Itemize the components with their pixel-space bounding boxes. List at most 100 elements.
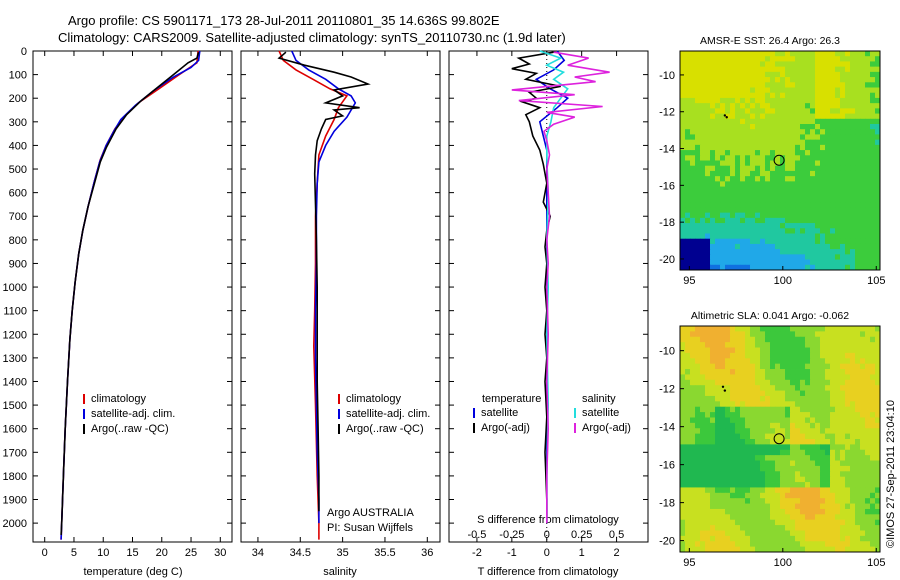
map-cell xyxy=(785,212,791,219)
map-cell xyxy=(730,233,736,240)
map-cell xyxy=(775,212,781,219)
map-cell xyxy=(680,243,686,250)
map-cell xyxy=(815,202,821,208)
map-cell xyxy=(810,113,816,120)
map-cell xyxy=(810,197,816,203)
map-cell xyxy=(710,363,716,370)
map-cell xyxy=(715,417,721,424)
map-cell xyxy=(685,155,691,161)
map-cell xyxy=(755,503,761,510)
map-cell xyxy=(805,144,811,151)
map-cell xyxy=(745,124,751,130)
map-cell xyxy=(730,186,736,193)
map-cell xyxy=(745,449,751,456)
map-cell xyxy=(810,51,816,57)
sst-map-frame xyxy=(679,50,881,271)
map-cell xyxy=(695,97,701,104)
map-cell xyxy=(770,144,776,151)
map-cell xyxy=(800,202,806,208)
map-cell xyxy=(690,212,696,219)
map-cell xyxy=(740,249,746,255)
map-cell xyxy=(860,207,866,214)
map-cell xyxy=(760,144,766,151)
map-cell xyxy=(765,385,771,391)
map-cell xyxy=(780,352,786,359)
map-cell xyxy=(875,82,881,88)
map-cell xyxy=(750,66,756,73)
map-cell xyxy=(735,82,741,88)
map-cell xyxy=(730,155,736,161)
map-cell xyxy=(845,465,851,472)
map-cell xyxy=(700,238,706,245)
map-cell xyxy=(760,541,766,548)
map-cell xyxy=(760,471,766,478)
map-cell xyxy=(865,139,871,146)
map-cell xyxy=(790,390,796,397)
map-cell xyxy=(850,406,856,413)
map-cell xyxy=(745,326,751,332)
map-cell xyxy=(845,108,851,114)
map-cell xyxy=(760,465,766,472)
map-cell xyxy=(775,390,781,397)
map-cell xyxy=(835,363,841,370)
map-cell xyxy=(815,197,821,203)
map-cell xyxy=(725,264,731,271)
map-cell xyxy=(810,170,816,177)
map-cell xyxy=(795,259,801,266)
map-cell xyxy=(850,498,856,504)
map-cell xyxy=(875,379,881,386)
map-cell xyxy=(715,336,721,343)
map-cell xyxy=(840,395,846,402)
map-cell xyxy=(780,412,786,418)
map-cell xyxy=(715,254,721,260)
map-cell xyxy=(835,77,841,83)
map-cell xyxy=(710,514,716,521)
map-cell xyxy=(820,535,826,542)
map-cell xyxy=(835,455,841,461)
map-cell xyxy=(695,129,701,135)
series-s-satellite xyxy=(539,50,569,524)
series-climatology xyxy=(60,50,199,540)
map-cell xyxy=(720,433,726,440)
map-cell xyxy=(855,541,861,548)
map-cell xyxy=(765,417,771,424)
map-cell xyxy=(825,144,831,151)
map-cell xyxy=(785,77,791,83)
map-cell xyxy=(725,56,731,62)
map-cell xyxy=(865,444,871,451)
map-cell xyxy=(775,482,781,488)
map-cell xyxy=(785,363,791,370)
map-cell xyxy=(860,439,866,445)
map-cell xyxy=(720,498,726,504)
map-cell xyxy=(755,476,761,483)
map-cell xyxy=(875,363,881,370)
map-cell xyxy=(700,422,706,429)
map-cell xyxy=(690,207,696,214)
map-cell xyxy=(860,525,866,531)
map-cell xyxy=(765,492,771,499)
map-cell xyxy=(845,118,851,125)
map-cell xyxy=(805,385,811,391)
map-cell xyxy=(835,144,841,151)
map-cell xyxy=(865,363,871,370)
map-cell xyxy=(865,197,871,203)
map-cell xyxy=(775,422,781,429)
map-cell xyxy=(825,439,831,445)
map-cell xyxy=(705,530,711,537)
map-cell xyxy=(850,444,856,451)
map-cell xyxy=(765,487,771,494)
map-cell xyxy=(840,243,846,250)
map-cell xyxy=(785,503,791,510)
map-cell xyxy=(705,455,711,461)
map-cell xyxy=(720,254,726,260)
map-cell xyxy=(870,449,876,456)
map-cell xyxy=(815,254,821,260)
map-cell xyxy=(735,160,741,167)
map-cell xyxy=(705,217,711,224)
map-cell xyxy=(795,165,801,172)
map-cell xyxy=(730,326,736,332)
map-cell xyxy=(815,471,821,478)
map-cell xyxy=(845,422,851,429)
map-cell xyxy=(795,428,801,435)
map-cell xyxy=(810,352,816,359)
